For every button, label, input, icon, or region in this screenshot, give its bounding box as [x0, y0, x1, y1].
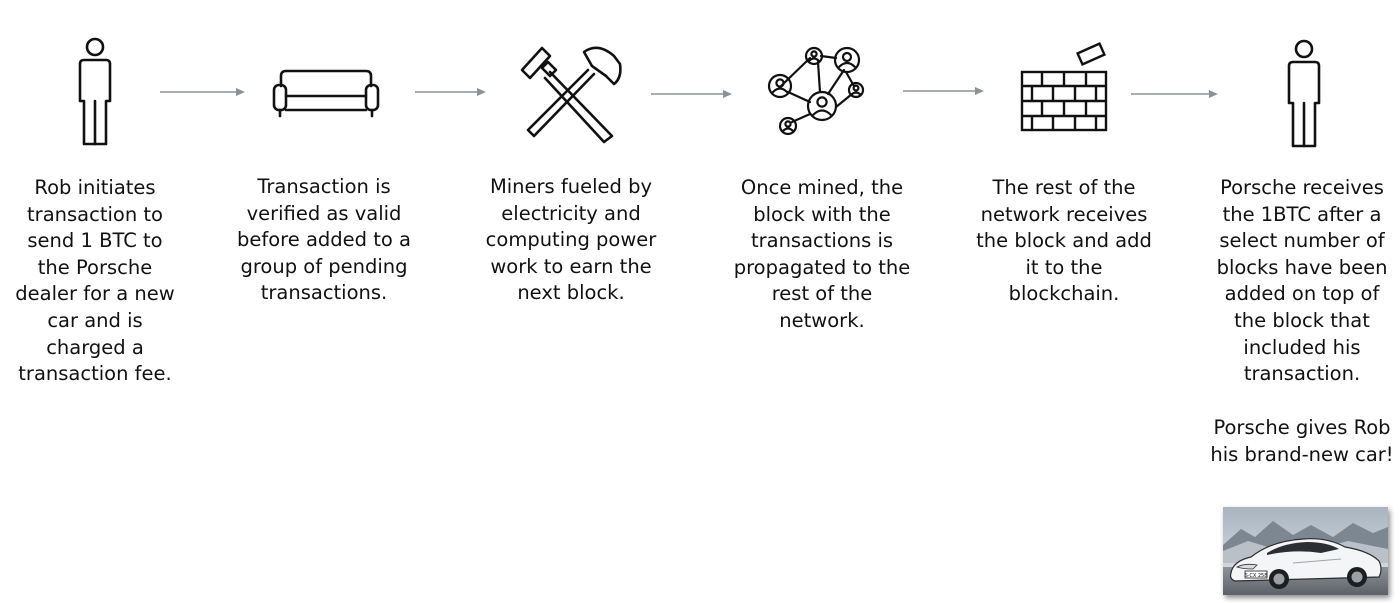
caption-line: propagated to the: [733, 255, 911, 279]
caption-line: car and is: [47, 308, 143, 332]
caption-line: select number of: [1219, 229, 1385, 253]
caption-line: Rob initiates: [34, 176, 156, 199]
caption-line: blockchain.: [1008, 282, 1120, 306]
caption-line: block with the: [753, 202, 891, 226]
caption-line: rest of the: [771, 282, 873, 306]
caption-line: Porsche receives: [1220, 176, 1384, 199]
sofa-icon: [272, 68, 380, 118]
step-6-caption: Porsche receives the 1BTC after a select…: [1204, 175, 1400, 388]
license-plate-text: S·CX 258: [1245, 573, 1268, 579]
caption-line: added on top of: [1224, 282, 1380, 306]
hammers-icon: [518, 44, 626, 144]
step-6-extra-caption: Porsche gives Rob his brand-new car!: [1204, 415, 1400, 468]
brick-wall-icon: [1020, 42, 1110, 134]
porsche-car-image: S·CX 258: [1223, 507, 1388, 595]
caption-line: network.: [779, 308, 865, 332]
caption-line: work to earn the: [490, 254, 652, 278]
caption-line: network receives: [980, 202, 1148, 226]
caption-line: transaction to: [27, 202, 163, 226]
step-4-caption: Once mined, the block with the transacti…: [720, 175, 924, 335]
caption-line: The rest of the: [992, 176, 1136, 199]
flow-arrow: [651, 89, 733, 99]
caption-line: before added to a: [237, 228, 411, 252]
caption-line: group of pending: [240, 254, 408, 278]
flow-arrow: [903, 86, 985, 96]
caption-line: send 1 BTC to: [27, 229, 163, 253]
caption-line: the block and add: [976, 229, 1152, 253]
caption-line: transactions is: [750, 229, 894, 253]
caption-line: blocks have been: [1216, 255, 1388, 279]
caption-line: it to the: [1025, 255, 1103, 279]
caption-line: transaction fee.: [18, 362, 172, 386]
flow-arrow: [415, 87, 487, 97]
step-1-caption: Rob initiates transaction to send 1 BTC …: [0, 175, 190, 388]
caption-line: Transaction is: [257, 175, 391, 198]
step-3-caption: Miners fueled by electricity and computi…: [471, 174, 671, 307]
caption-line: Once mined, the: [740, 176, 904, 199]
caption-line: electricity and: [501, 201, 641, 225]
step-2-caption: Transaction is verified as valid before …: [224, 174, 424, 307]
caption-line: the block that: [1234, 308, 1370, 332]
caption-line: next block.: [517, 281, 625, 305]
caption-line: his brand-new car!: [1210, 442, 1394, 466]
caption-line: charged a: [46, 335, 144, 359]
flow-arrow: [160, 87, 246, 97]
flow-arrow: [1131, 89, 1219, 99]
caption-line: Porsche gives Rob: [1213, 416, 1391, 439]
person-icon: [1281, 39, 1327, 148]
caption-line: transaction.: [1243, 362, 1361, 386]
caption-line: dealer for a new: [15, 282, 175, 306]
caption-line: the 1BTC after a: [1222, 202, 1382, 226]
step-5-caption: The rest of the network receives the blo…: [962, 175, 1166, 308]
caption-line: included his: [1243, 335, 1361, 359]
caption-line: Miners fueled by: [489, 175, 653, 198]
caption-line: transactions.: [260, 281, 388, 305]
caption-line: verified as valid: [246, 201, 402, 225]
person-icon: [72, 37, 118, 146]
network-icon: [766, 44, 870, 138]
caption-line: computing power: [485, 228, 657, 252]
caption-line: the Porsche: [37, 255, 153, 279]
